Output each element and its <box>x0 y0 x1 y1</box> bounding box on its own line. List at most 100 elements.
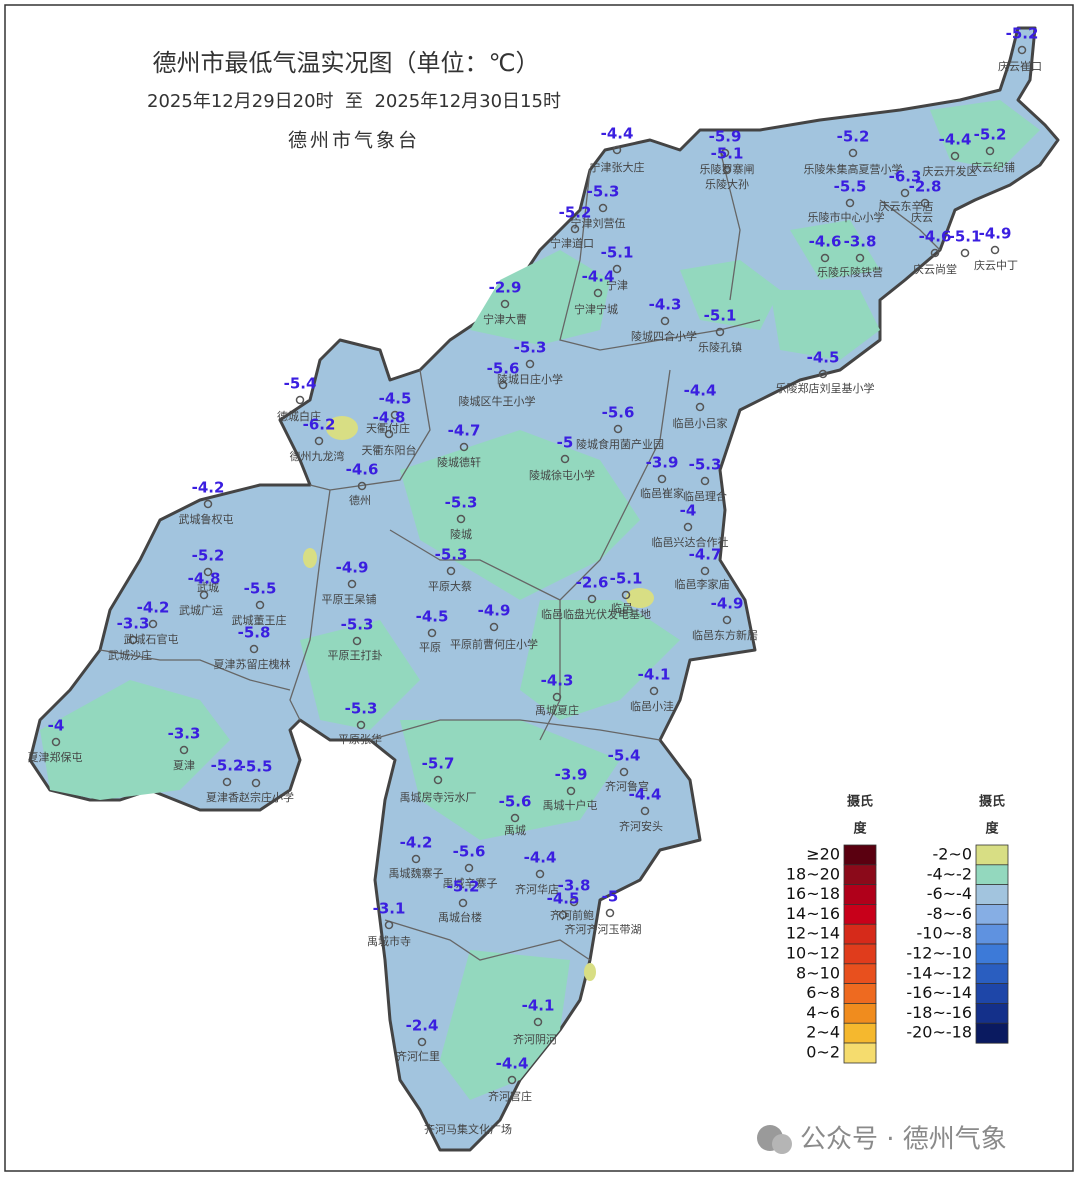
place-name: 武城董王庄 <box>232 613 287 627</box>
legend-label: -4~-2 <box>927 864 972 883</box>
station-marker <box>649 686 659 696</box>
station-marker <box>612 145 622 155</box>
temperature: -5.1 <box>610 570 643 588</box>
place-name: 庆云中丁 <box>974 258 1018 272</box>
place-name: 临邑小吕家 <box>673 416 728 430</box>
station-marker <box>722 615 732 625</box>
legend-swatch <box>975 963 1009 985</box>
border <box>289 489 331 721</box>
place-name: 庆云 <box>911 210 933 224</box>
station-marker <box>500 299 510 309</box>
border <box>879 199 941 251</box>
station-marker <box>458 898 468 908</box>
station-marker <box>525 359 535 369</box>
temperature: -5.6 <box>487 360 520 378</box>
station-marker <box>612 264 622 274</box>
legend-swatch <box>975 884 1009 905</box>
temperature: -5 <box>602 888 619 906</box>
legend-swatch <box>975 983 1009 1004</box>
temperature: -2.8 <box>909 178 942 196</box>
temperature: -5.9 <box>709 128 742 146</box>
place-name: 临邑 <box>611 601 633 615</box>
station-marker <box>390 410 400 420</box>
temperature: -3.9 <box>646 454 679 472</box>
temperature: -4 <box>680 502 697 520</box>
place-name: 平原王杲铺 <box>322 593 377 606</box>
zone <box>584 963 596 981</box>
legend-swatch <box>843 963 877 985</box>
legend-label: 0~2 <box>806 1043 840 1062</box>
place-name: 齐河鲁宫 <box>605 779 649 793</box>
temperature: -4.9 <box>336 559 369 577</box>
place-name: 临邑临盘光伏发电基地 <box>541 607 651 621</box>
station-marker <box>700 476 710 486</box>
station-marker <box>459 442 469 452</box>
place-name: 乐陵朱集高夏营小学 <box>804 162 903 176</box>
station-marker <box>357 481 367 491</box>
place-name: 陵城徐屯小学 <box>529 468 595 482</box>
place-name: 陵城 <box>450 528 472 541</box>
legend-swatch <box>843 844 877 866</box>
station-marker <box>700 566 710 576</box>
legend-swatch <box>975 943 1009 965</box>
station-marker <box>456 514 466 524</box>
temperature: -4.4 <box>496 1055 529 1073</box>
legend-swatch <box>975 904 1009 925</box>
station-marker <box>352 636 362 646</box>
zone <box>440 950 570 1100</box>
station-marker <box>660 316 670 326</box>
station-marker <box>222 777 232 787</box>
place-name: 齐河华店 <box>515 882 559 896</box>
zone <box>303 548 317 568</box>
temperature: -5.1 <box>949 228 982 246</box>
border <box>369 719 661 741</box>
station-marker <box>533 1017 543 1027</box>
station-marker <box>203 499 213 509</box>
station-marker <box>855 253 865 263</box>
zone <box>400 430 640 600</box>
legend-swatch <box>975 844 1009 866</box>
temperature: -2.4 <box>406 1017 439 1035</box>
temperature: -5.3 <box>345 700 378 718</box>
station-marker <box>621 590 631 600</box>
station-marker <box>498 380 508 390</box>
zone <box>680 260 780 330</box>
legend-label: 2~4 <box>806 1023 840 1042</box>
temperature: -5.5 <box>244 580 277 598</box>
place-name: 武城广运 <box>179 604 223 617</box>
border <box>99 649 291 691</box>
station-marker <box>985 146 995 156</box>
station-marker <box>845 198 855 208</box>
temperature: -5.2 <box>837 128 870 146</box>
station-marker <box>566 786 576 796</box>
legend-label: -16~-14 <box>906 983 972 1002</box>
temperature: -5.8 <box>238 624 271 642</box>
place-name: 平原王打卦 <box>328 648 383 662</box>
place-name: 平原大蔡 <box>428 579 472 593</box>
place-name: 陵城日庄小学 <box>497 372 563 386</box>
temperature: -4.3 <box>541 672 574 690</box>
station-marker <box>560 454 570 464</box>
temperature: -3.3 <box>117 615 150 633</box>
place-name: 夏津苏留庄槐林 <box>214 657 291 671</box>
legend-head: 摄氏 <box>847 794 873 810</box>
place-name: 乐陵罗寨闸 <box>700 162 755 176</box>
legend-label: 12~14 <box>786 924 840 943</box>
station-marker <box>569 897 579 907</box>
temperature: -5.3 <box>689 456 722 474</box>
temperature: -4.6 <box>809 233 842 251</box>
place-name: 庆云崔口 <box>998 59 1042 73</box>
station-marker <box>587 594 597 604</box>
station-marker <box>446 566 456 576</box>
station-marker <box>722 165 732 175</box>
place-name: 陵城德轩 <box>437 455 481 469</box>
legend-head: 度 <box>853 821 867 837</box>
legend-swatch <box>843 884 877 905</box>
station-marker <box>1017 45 1027 55</box>
legend-label: -20~-18 <box>906 1023 972 1042</box>
temperature: -4 <box>48 717 65 735</box>
temperature: -2.6 <box>576 574 609 592</box>
legend-label: -18~-16 <box>906 1003 972 1022</box>
station-marker <box>558 910 568 920</box>
